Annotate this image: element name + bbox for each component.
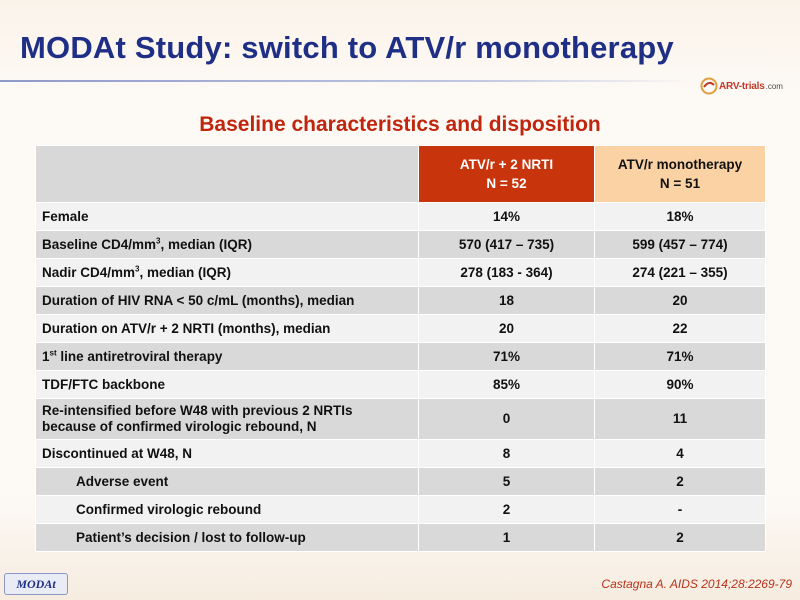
row-value-monotherapy: 22: [594, 314, 766, 343]
header-atv-r-monotherapy: ATV/r monotherapy N = 51: [594, 145, 766, 203]
row-value-monotherapy: 20: [594, 286, 766, 315]
row-value-atv-r-2nrti: 1: [418, 523, 595, 552]
title-underline: [0, 80, 690, 82]
label-text: Nadir CD4/mm: [42, 265, 136, 280]
header-atv-r-2nrti-name: ATV/r + 2 NRTI: [459, 157, 554, 172]
row-value-atv-r-2nrti: 14%: [418, 202, 595, 231]
row-label-re-intensified: Re-intensified before W48 with previous …: [35, 398, 419, 440]
label-superscript: 3: [135, 264, 140, 274]
row-label-confirmed-rebound: Confirmed virologic rebound: [35, 495, 419, 524]
table-row: Female 14% 18%: [35, 202, 766, 231]
label-superscript: 3: [156, 236, 161, 246]
modat-badge: MODAt: [4, 573, 68, 595]
header-atv-r-monotherapy-n: N = 51: [659, 176, 701, 191]
baseline-characteristics-table: ATV/r + 2 NRTI N = 52 ATV/r monotherapy …: [35, 145, 766, 552]
table-header-row: ATV/r + 2 NRTI N = 52 ATV/r monotherapy …: [35, 145, 766, 203]
table-row: Baseline CD4/mm3, median (IQR) 570 (417 …: [35, 230, 766, 259]
table-title: Baseline characteristics and disposition: [199, 113, 601, 136]
row-value-monotherapy: 274 (221 – 355): [594, 258, 766, 287]
table-row: Nadir CD4/mm3, median (IQR) 278 (183 - 3…: [35, 258, 766, 287]
row-label-female: Female: [35, 202, 419, 231]
row-label-first-line-art: 1st line antiretroviral therapy: [35, 342, 419, 371]
table-row: Confirmed virologic rebound 2 -: [35, 495, 766, 524]
row-value-atv-r-2nrti: 85%: [418, 370, 595, 399]
row-value-atv-r-2nrti: 5: [418, 467, 595, 496]
row-label-patient-decision: Patient’s decision / lost to follow-up: [35, 523, 419, 552]
row-value-atv-r-2nrti: 71%: [418, 342, 595, 371]
table-row: Re-intensified before W48 with previous …: [35, 398, 766, 440]
row-label-discontinued: Discontinued at W48, N: [35, 439, 419, 468]
row-label-duration-on-atv: Duration on ATV/r + 2 NRTI (months), med…: [35, 314, 419, 343]
table-row: Duration on ATV/r + 2 NRTI (months), med…: [35, 314, 766, 343]
row-value-monotherapy: 4: [594, 439, 766, 468]
row-label-tdf-ftc: TDF/FTC backbone: [35, 370, 419, 399]
row-value-monotherapy: 2: [594, 467, 766, 496]
row-value-monotherapy: -: [594, 495, 766, 524]
row-label-duration-hiv-rna: Duration of HIV RNA < 50 c/mL (months), …: [35, 286, 419, 315]
label-text: , median (IQR): [160, 237, 253, 252]
row-label-nadir-cd4: Nadir CD4/mm3, median (IQR): [35, 258, 419, 287]
label-text: Baseline CD4/mm: [42, 237, 157, 252]
table-row: Adverse event 5 2: [35, 467, 766, 496]
header-atv-r-monotherapy-name: ATV/r monotherapy: [617, 157, 743, 172]
row-value-atv-r-2nrti: 2: [418, 495, 595, 524]
label-text: 1: [42, 349, 50, 364]
citation: Castagna A. AIDS 2014;28:2269-79: [601, 577, 792, 591]
logo-suffix: .com: [765, 81, 783, 91]
row-label-adverse-event: Adverse event: [35, 467, 419, 496]
row-value-atv-r-2nrti: 8: [418, 439, 595, 468]
row-label-baseline-cd4: Baseline CD4/mm3, median (IQR): [35, 230, 419, 259]
label-line: Re-intensified before W48 with previous …: [42, 403, 353, 418]
label-line: because of confirmed virologic rebound, …: [42, 419, 317, 434]
table-row: Patient’s decision / lost to follow-up 1…: [35, 523, 766, 552]
row-value-atv-r-2nrti: 278 (183 - 364): [418, 258, 595, 287]
label-text: , median (IQR): [139, 265, 231, 280]
row-value-atv-r-2nrti: 570 (417 – 735): [418, 230, 595, 259]
row-value-monotherapy: 90%: [594, 370, 766, 399]
header-empty-cell: [35, 145, 419, 203]
slide-title: MODAt Study: switch to ATV/r monotherapy: [20, 30, 674, 65]
row-value-atv-r-2nrti: 0: [418, 398, 595, 440]
row-value-monotherapy: 11: [594, 398, 766, 440]
row-value-monotherapy: 599 (457 – 774): [594, 230, 766, 259]
row-value-monotherapy: 2: [594, 523, 766, 552]
row-value-monotherapy: 18%: [594, 202, 766, 231]
table-row: 1st line antiretroviral therapy 71% 71%: [35, 342, 766, 371]
header-atv-r-2nrti-n: N = 52: [486, 176, 527, 191]
table-row: TDF/FTC backbone 85% 90%: [35, 370, 766, 399]
arv-trials-logo[interactable]: ARV-trials .com: [700, 77, 792, 95]
label-text: line antiretroviral therapy: [56, 349, 223, 364]
table-row: Discontinued at W48, N 8 4: [35, 439, 766, 468]
arv-trials-logo-icon: [700, 77, 718, 95]
row-value-atv-r-2nrti: 20: [418, 314, 595, 343]
row-value-atv-r-2nrti: 18: [418, 286, 595, 315]
logo-text: ARV-trials: [719, 80, 765, 92]
header-atv-r-2nrti: ATV/r + 2 NRTI N = 52: [418, 145, 595, 203]
table-row: Duration of HIV RNA < 50 c/mL (months), …: [35, 286, 766, 315]
row-value-monotherapy: 71%: [594, 342, 766, 371]
label-superscript: st: [49, 348, 57, 358]
